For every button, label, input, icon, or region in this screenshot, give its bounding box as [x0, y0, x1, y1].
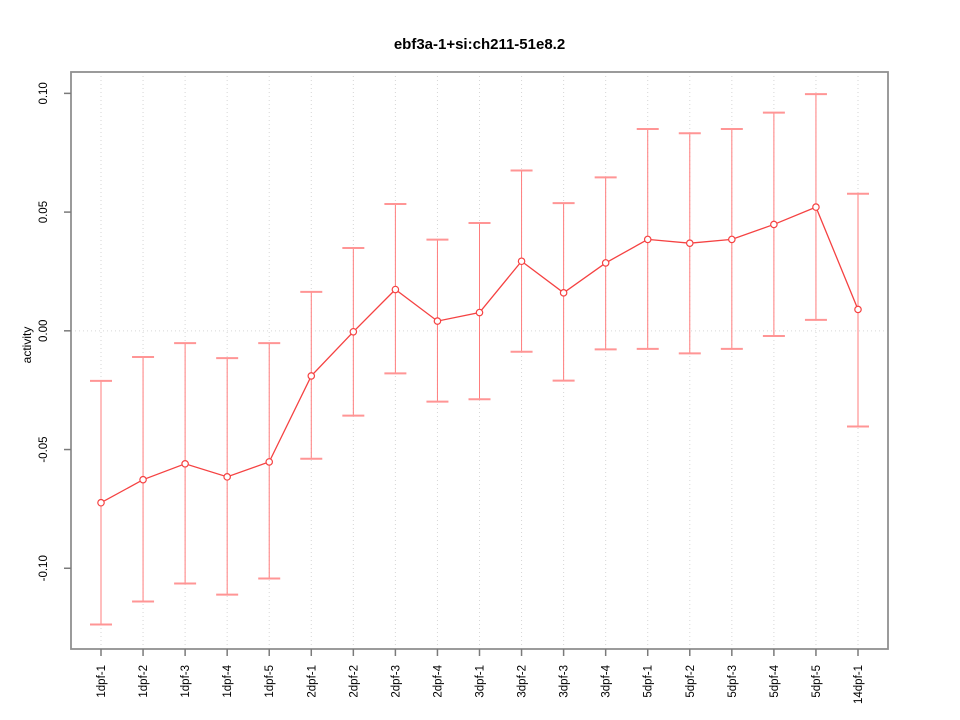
- x-tick-label: 3dpf-4: [601, 664, 613, 697]
- data-point: [685, 239, 694, 248]
- x-tick-label: 2dpf-3: [390, 665, 402, 698]
- data-point: [265, 458, 274, 466]
- y-tick-label: -0.05: [38, 436, 50, 462]
- y-tick-label: 0.00: [38, 320, 50, 342]
- y-axis: 0.10 0.05 0.00 -0.05 -0.10: [38, 82, 71, 581]
- x-tick-label: 2dpf-1: [306, 665, 318, 698]
- x-tick-label: 5dpf-3: [727, 665, 739, 698]
- x-tick-label: 14dpf-1: [853, 665, 865, 704]
- x-tick-label: 3dpf-2: [517, 665, 529, 698]
- data-point: [391, 285, 400, 294]
- data-point: [601, 259, 610, 267]
- x-tick-label: 2dpf-4: [432, 664, 444, 697]
- x-tick-label: 1dpf-5: [264, 665, 276, 698]
- x-tick-label: 1dpf-4: [222, 664, 234, 697]
- x-tick-label: 5dpf-4: [769, 664, 781, 697]
- y-tick-label: 0.10: [38, 82, 50, 104]
- data-point: [433, 317, 442, 325]
- y-tick-label: -0.10: [38, 555, 50, 581]
- data-point: [559, 289, 568, 297]
- x-tick-label: 3dpf-1: [475, 665, 487, 698]
- x-tick-label: 1dpf-1: [96, 665, 108, 698]
- data-point: [854, 305, 862, 314]
- x-tick-label: 1dpf-3: [180, 665, 192, 698]
- chart-title: ebf3a-1+si:ch211-51e8.2: [393, 36, 566, 53]
- data-point: [517, 257, 526, 266]
- data-point: [307, 372, 316, 380]
- x-tick-label: 5dpf-5: [811, 665, 823, 698]
- x-tick-label: 5dpf-2: [685, 665, 697, 698]
- data-point: [770, 220, 778, 229]
- data-point: [812, 203, 820, 211]
- data-point: [97, 498, 105, 507]
- x-tick-label: 3dpf-3: [559, 665, 571, 698]
- x-tick-label: 5dpf-1: [643, 665, 655, 698]
- y-tick-label: 0.05: [38, 201, 50, 223]
- data-point: [475, 308, 484, 317]
- x-axis: 1dpf-1 1dpf-2 1dpf-3 1dpf-4 1dpf-5 2dpf-1 2dpf…: [96, 649, 865, 704]
- data-point: [728, 235, 736, 244]
- data-point: [349, 327, 358, 336]
- x-tick-label: 1dpf-2: [138, 665, 150, 698]
- data-point: [223, 473, 231, 481]
- x-tick-label: 2dpf-2: [348, 665, 360, 698]
- data-points: [97, 203, 862, 507]
- data-point: [181, 459, 189, 468]
- data-point: [643, 235, 652, 244]
- data-point: [139, 475, 147, 484]
